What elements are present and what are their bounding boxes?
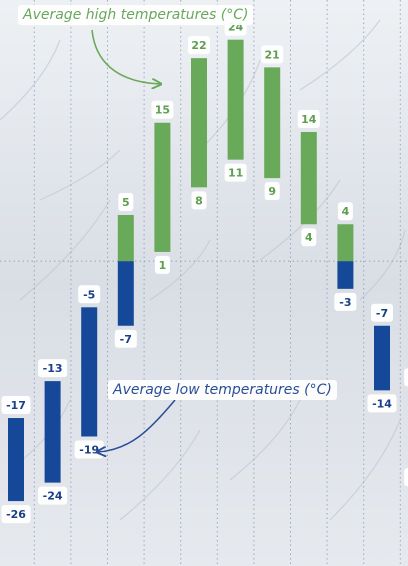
low-series-annotation: Average low temperatures (°C)	[108, 380, 337, 400]
high-label-nov-text: -7	[376, 307, 388, 320]
low-label-jun-background	[191, 191, 207, 210]
low-label-jan-background	[1, 505, 31, 524]
bar-negative-feb	[44, 381, 61, 483]
high-label-mar: -5	[78, 285, 101, 304]
low-label-jul-text: 11	[228, 167, 243, 180]
low-label-sep: 4	[301, 228, 317, 247]
low-label-nov-background	[367, 394, 397, 413]
bar-positive-oct	[337, 224, 354, 262]
low-label-jan-text: -26	[6, 508, 26, 521]
low-label-may: 1	[154, 255, 170, 274]
low-label-jan: -26	[1, 505, 31, 524]
low-label-oct-text: -3	[339, 296, 351, 309]
high-label-jun-background	[188, 36, 210, 55]
high-label-jan-text: -17	[6, 399, 26, 412]
bar-positive-may	[154, 122, 171, 252]
high-label-oct-text: 4	[342, 205, 350, 218]
low-label-apr-background	[114, 329, 137, 348]
low-label-aug-background	[264, 182, 280, 201]
high-label-nov: -7	[371, 303, 393, 322]
bar-positive-aug	[264, 67, 281, 179]
high-label-apr: 5	[118, 193, 134, 212]
high-series-annotation: Average high temperatures (°C)	[18, 5, 254, 25]
high-label-dec: -14	[404, 368, 408, 387]
high-label-oct: 4	[337, 202, 353, 221]
high-label-nov-background	[371, 303, 393, 322]
low-label-sep-background	[301, 228, 317, 247]
bar-positive-apr	[117, 215, 134, 262]
background-branch	[39, 149, 121, 201]
high-label-mar-background	[78, 285, 101, 304]
high-label-aug-background	[261, 45, 284, 64]
bar-negative-jan	[8, 418, 24, 502]
low-label-apr-text: -7	[120, 333, 132, 346]
low-label-dec-background	[404, 468, 408, 487]
high-label-may-background	[151, 100, 174, 119]
background-branch	[149, 239, 211, 301]
bar-negative-apr	[117, 261, 134, 326]
low-label-may-background	[154, 255, 170, 274]
bar-positive-jun	[191, 58, 207, 188]
background-branch	[119, 429, 201, 521]
bar-positive-jul	[227, 39, 244, 160]
background-branch	[0, 39, 61, 121]
low-label-mar-text: -19	[79, 443, 99, 456]
high-label-apr-text: 5	[122, 196, 130, 209]
high-label-oct-background	[337, 202, 353, 221]
high-label-feb-text: -13	[43, 362, 63, 375]
low-label-jun: 8	[191, 191, 207, 210]
low-label-sep-text: 4	[305, 231, 313, 244]
high-label-jun-text: 22	[191, 39, 206, 52]
low-label-jul-background	[224, 163, 247, 182]
low-label-feb-background	[38, 486, 68, 505]
high-label-mar-text: -5	[83, 288, 95, 301]
high-label-feb: -13	[38, 359, 68, 378]
high-label-sep: 14	[297, 109, 320, 128]
low-label-mar: -19	[74, 440, 104, 459]
bar-positive-sep	[300, 131, 317, 225]
data-labels: -17-26-13-24-5-195-715122824112191444-3-…	[1, 17, 408, 524]
background-branch	[19, 199, 111, 301]
low-label-nov-text: -14	[372, 397, 392, 410]
low-label-dec: -22	[404, 468, 408, 487]
low-label-oct-background	[334, 292, 357, 311]
bar-negative-nov	[374, 325, 390, 391]
low-label-nov: -14	[367, 394, 397, 413]
low-label-may-text: 1	[159, 259, 167, 272]
low-label-feb-text: -24	[43, 490, 63, 503]
background-branch	[299, 19, 381, 91]
high-label-aug-text: 21	[265, 48, 280, 61]
high-label-aug: 21	[261, 45, 284, 64]
high-label-may: 15	[151, 100, 174, 119]
high-label-feb-background	[38, 359, 68, 378]
background-branch	[229, 399, 301, 481]
high-label-jan-background	[1, 396, 31, 415]
high-label-may-text: 15	[155, 104, 170, 117]
high-label-sep-background	[297, 109, 320, 128]
high-label-apr-background	[118, 193, 134, 212]
high-label-jan: -17	[1, 396, 31, 415]
background-branch	[359, 229, 406, 301]
low-label-jul: 11	[224, 163, 247, 182]
background-branch	[329, 419, 401, 521]
bar-negative-oct	[337, 261, 354, 289]
low-label-jun-text: 8	[195, 194, 203, 207]
high-label-dec-background	[404, 368, 408, 387]
low-label-apr: -7	[114, 329, 137, 348]
low-label-aug: 9	[264, 182, 280, 201]
low-label-aug-text: 9	[268, 185, 276, 198]
high-annotation-arrow	[91, 29, 160, 84]
low-annotation-arrow	[98, 399, 176, 452]
low-label-feb: -24	[38, 486, 68, 505]
range-bars	[8, 39, 390, 502]
low-label-oct: -3	[334, 292, 357, 311]
bar-negative-mar	[81, 307, 98, 437]
high-label-jun: 22	[188, 36, 210, 55]
high-label-sep-text: 14	[301, 113, 317, 126]
